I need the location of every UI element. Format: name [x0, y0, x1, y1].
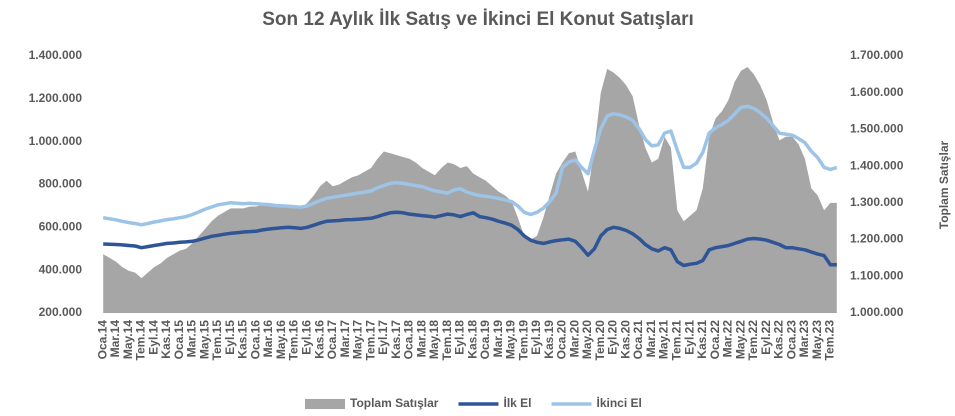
x-tick-label: Mar.22	[721, 320, 735, 358]
x-tick-label: Tem.15	[210, 320, 224, 361]
y2-axis-title: Toplam Satışlar	[937, 140, 951, 229]
x-tick-label: Tem.23	[823, 320, 837, 361]
x-tick-label: May.17	[351, 320, 365, 359]
legend-label: İlk El	[503, 395, 531, 410]
y-tick-label: 800.000	[39, 177, 83, 191]
x-tick-label: Oca.15	[172, 320, 186, 360]
x-tick-label: Oca.17	[325, 320, 339, 360]
x-tick-label: Tem.22	[746, 320, 760, 361]
x-tick-label: Tem.16	[287, 320, 301, 361]
x-tick-label: Eyl.20	[606, 320, 620, 355]
x-tick-label: Mar.18	[414, 320, 428, 358]
x-tick-label: Eyl.16	[299, 320, 313, 355]
x-tick-label: Kas.16	[312, 320, 326, 359]
y2-tick-label: 1.300.000	[850, 195, 904, 209]
x-tick-label: Oca.23	[784, 320, 798, 360]
x-tick-label: May.21	[657, 320, 671, 359]
x-tick-label: May.15	[197, 320, 211, 359]
y-tick-label: 200.000	[39, 305, 83, 319]
line	[103, 210, 837, 268]
x-tick-label: Mar.19	[491, 320, 505, 358]
x-tick-label: Eyl.21	[682, 320, 696, 355]
x-tick-label: Oca.20	[555, 320, 569, 360]
x-tick-label: Kas.19	[542, 320, 556, 359]
x-tick-label: Oca.19	[478, 320, 492, 360]
x-tick-label: Oca.16	[248, 320, 262, 360]
x-tick-label: Oca.14	[95, 320, 109, 360]
x-tick-label: Kas.15	[236, 320, 250, 359]
x-tick-label: Mar.17	[338, 320, 352, 358]
y-tick-label: 400.000	[39, 262, 83, 276]
y2-tick-label: 1.100.000	[850, 268, 904, 282]
x-tick-label: May.16	[274, 320, 288, 359]
y2-tick-label: 1.000.000	[850, 305, 904, 319]
chart-title: Son 12 Aylık İlk Satış ve İkinci El Konu…	[262, 9, 694, 30]
x-tick-label: Eyl.19	[529, 320, 543, 355]
legend-label: Toplam Satışlar	[350, 396, 439, 410]
y-tick-label: 1.400.000	[29, 48, 83, 62]
x-tick-label: Eyl.14	[146, 320, 160, 355]
x-tick-label: Oca.18	[402, 320, 416, 360]
x-tick-label: Kas.22	[772, 320, 786, 359]
x-tick-label: Oca.22	[708, 320, 722, 360]
legend-swatch	[305, 399, 345, 409]
x-tick-label: May.22	[733, 320, 747, 359]
y2-tick-label: 1.700.000	[850, 48, 904, 62]
x-tick-label: Mar.14	[108, 320, 122, 358]
x-tick-label: Kas.17	[389, 320, 403, 359]
x-tick-label: Tem.14	[134, 320, 148, 361]
x-tick-label: May.23	[810, 320, 824, 359]
y2-tick-label: 1.200.000	[850, 232, 904, 246]
x-tick-label: May.20	[580, 320, 594, 359]
x-tick-label: Mar.21	[644, 320, 658, 358]
area	[103, 67, 837, 313]
legend-label: İkinci El	[597, 395, 642, 410]
x-tick-label: May.18	[427, 320, 441, 359]
x-tick-label: Eyl.22	[759, 320, 773, 355]
y-tick-label: 1.200.000	[29, 91, 83, 105]
x-tick-label: Mar.15	[185, 320, 199, 358]
line	[102, 104, 838, 227]
x-tick-label: Tem.19	[516, 320, 530, 361]
x-tick-label: Kas.21	[695, 320, 709, 359]
y-tick-label: 600.000	[39, 220, 83, 234]
x-tick-label: Eyl.17	[376, 320, 390, 355]
y2-tick-label: 1.400.000	[850, 158, 904, 172]
x-tick-label: Oca.21	[631, 320, 645, 360]
y-tick-label: 1.000.000	[29, 134, 83, 148]
y2-tick-label: 1.500.000	[850, 122, 904, 136]
x-tick-label: Tem.20	[593, 320, 607, 361]
x-tick-label: May.14	[121, 320, 135, 359]
x-tick-label: Tem.21	[669, 320, 683, 361]
x-tick-label: Kas.20	[618, 320, 632, 359]
x-tick-label: May.19	[504, 320, 518, 359]
x-tick-label: Kas.18	[465, 320, 479, 359]
x-tick-label: Mar.16	[261, 320, 275, 358]
x-tick-label: Kas.14	[159, 320, 173, 359]
x-tick-label: Mar.23	[797, 320, 811, 358]
x-tick-label: Eyl.15	[223, 320, 237, 355]
x-tick-label: Eyl.18	[453, 320, 467, 355]
x-tick-label: Mar.20	[567, 320, 581, 358]
y2-tick-label: 1.600.000	[850, 85, 904, 99]
x-tick-label: Tem.18	[440, 320, 454, 361]
x-tick-label: Tem.17	[363, 320, 377, 361]
